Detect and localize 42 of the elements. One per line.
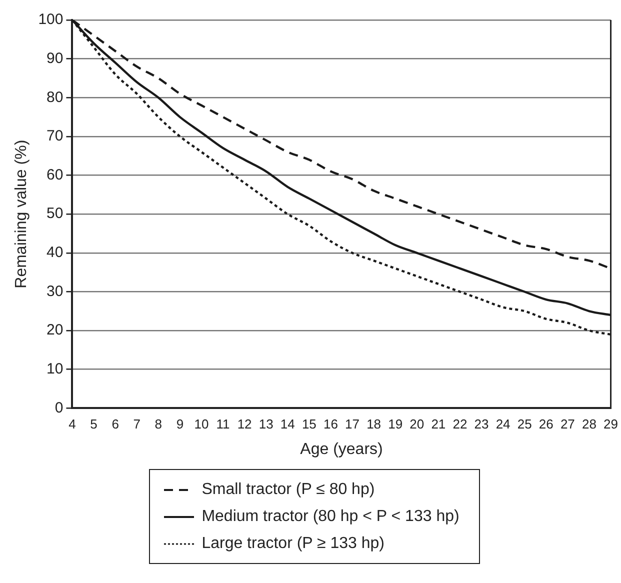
x-tick-label: 23 xyxy=(474,416,489,432)
x-tick-label: 25 xyxy=(517,416,532,432)
x-tick-label: 29 xyxy=(604,416,618,432)
x-tick-label: 17 xyxy=(345,416,360,432)
x-tick-label: 28 xyxy=(582,416,596,432)
legend-label: Large tractor (P ≥ 133 hp) xyxy=(202,534,384,554)
x-tick-label: 7 xyxy=(133,416,140,432)
x-tick-label: 13 xyxy=(258,416,274,432)
y-tick-label: 40 xyxy=(46,244,64,262)
x-tick-label: 16 xyxy=(323,416,338,432)
x-tick-label: 24 xyxy=(496,416,510,432)
x-tick-label: 9 xyxy=(176,416,184,432)
x-tick-label: 22 xyxy=(452,416,468,432)
y-tick-label: 100 xyxy=(38,11,64,28)
x-tick-label: 26 xyxy=(538,416,554,432)
y-tick-label: 50 xyxy=(46,205,64,222)
y-axis-title: Remaining value (%) xyxy=(13,140,30,288)
legend-label: Small tractor (P ≤ 80 hp) xyxy=(202,480,375,500)
legend-label: Medium tractor (80 hp < P < 133 hp) xyxy=(202,507,460,527)
y-tick-label: 30 xyxy=(46,282,64,300)
x-tick-label: 10 xyxy=(194,416,209,432)
x-tick-label: 19 xyxy=(388,416,403,432)
y-tick-label: 90 xyxy=(46,50,64,67)
x-tick-label: 12 xyxy=(237,416,252,432)
x-tick-label: 20 xyxy=(410,416,424,432)
x-tick-label: 18 xyxy=(366,416,382,432)
x-tick-label: 15 xyxy=(302,416,316,432)
y-tick-label: 10 xyxy=(46,360,64,378)
y-tick-label: 60 xyxy=(46,166,64,184)
y-tick-label: 20 xyxy=(46,322,64,339)
x-tick-label: 6 xyxy=(112,416,119,432)
x-tick-label: 11 xyxy=(216,416,230,432)
x-tick-label: 5 xyxy=(90,416,98,432)
y-tick-label: 70 xyxy=(46,128,64,145)
x-tick-label: 21 xyxy=(431,416,446,432)
x-tick-label: 4 xyxy=(68,416,76,432)
x-axis-title: Age (years) xyxy=(300,440,383,458)
x-tick-label: 14 xyxy=(280,416,295,432)
y-tick-label: 0 xyxy=(54,399,64,416)
x-tick-label: 27 xyxy=(560,416,575,432)
y-tick-label: 80 xyxy=(46,88,64,106)
x-tick-label: 8 xyxy=(154,416,162,432)
